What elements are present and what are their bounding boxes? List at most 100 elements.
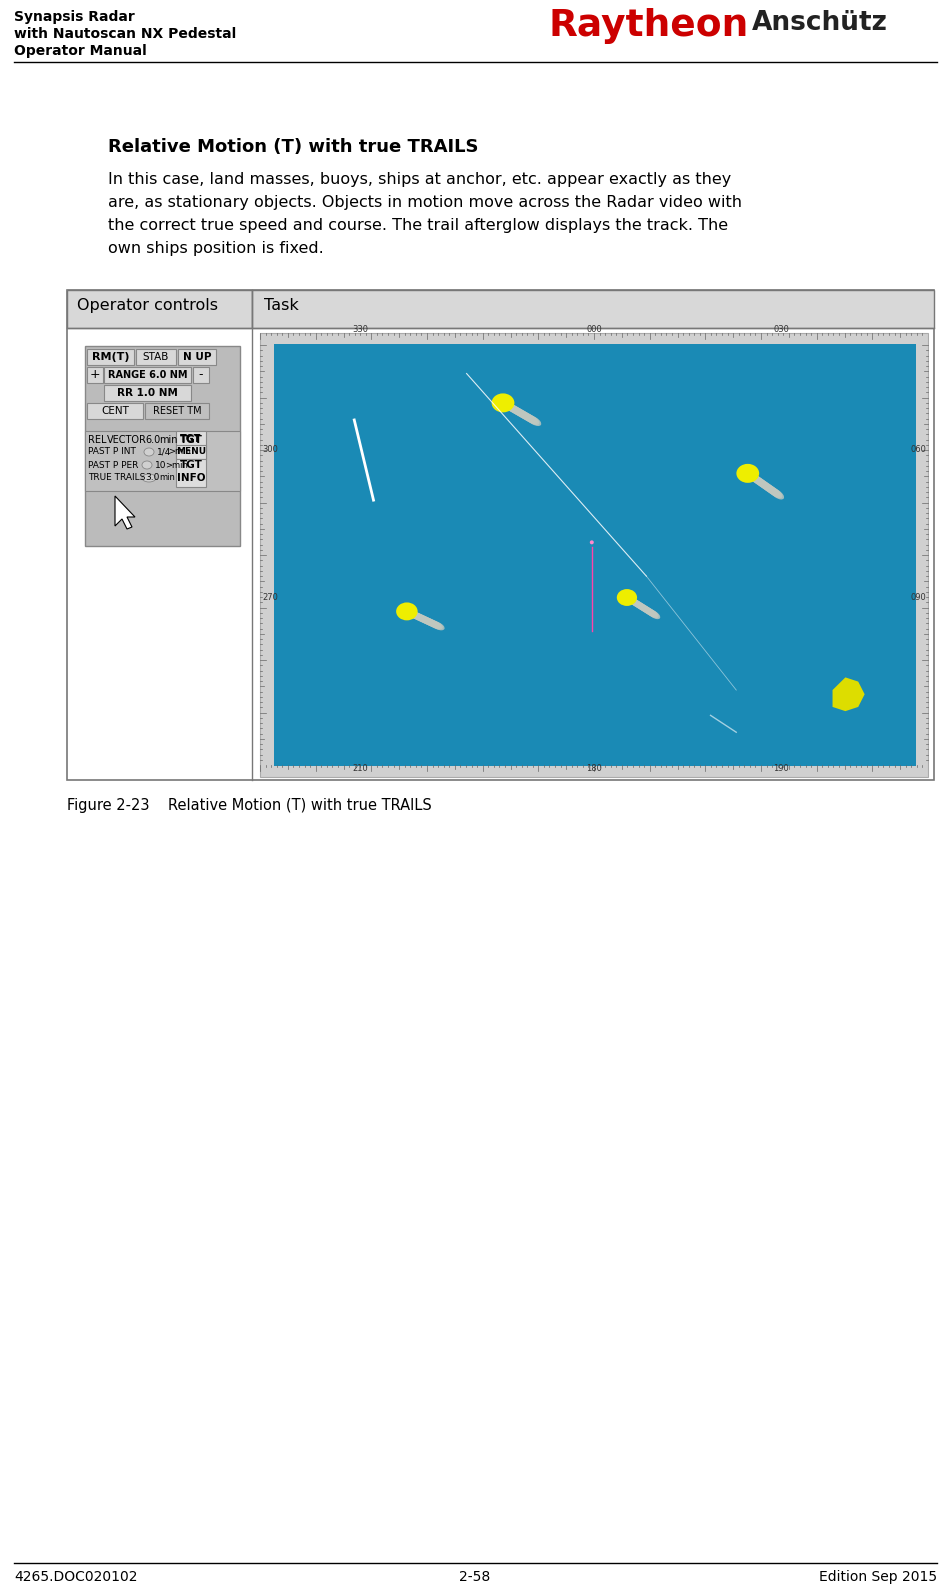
Ellipse shape: [519, 410, 533, 422]
Ellipse shape: [498, 399, 512, 409]
Text: Anschütz: Anschütz: [752, 10, 888, 37]
Ellipse shape: [743, 469, 756, 480]
Text: 300: 300: [262, 445, 278, 455]
Text: 060: 060: [910, 445, 926, 455]
Ellipse shape: [397, 603, 417, 620]
Polygon shape: [87, 368, 103, 383]
Text: Edition Sep 2015: Edition Sep 2015: [819, 1570, 937, 1585]
Text: PAST P INT: PAST P INT: [88, 447, 136, 457]
Ellipse shape: [766, 485, 779, 496]
Ellipse shape: [627, 597, 639, 606]
Text: -: -: [199, 369, 204, 382]
Polygon shape: [104, 385, 191, 401]
Text: +: +: [89, 369, 100, 382]
Text: Operator Manual: Operator Manual: [14, 45, 146, 57]
Polygon shape: [67, 290, 252, 328]
Text: >min: >min: [165, 460, 188, 469]
Text: PAST P PER: PAST P PER: [88, 460, 139, 469]
Ellipse shape: [636, 603, 649, 611]
Text: VECTOR: VECTOR: [107, 434, 146, 445]
Text: 3.0: 3.0: [145, 474, 160, 482]
Ellipse shape: [736, 465, 759, 482]
Ellipse shape: [407, 611, 420, 619]
Ellipse shape: [496, 398, 510, 407]
Text: 330: 330: [352, 325, 368, 334]
Ellipse shape: [409, 611, 422, 620]
Text: Figure 2-23    Relative Motion (T) with true TRAILS: Figure 2-23 Relative Motion (T) with tru…: [67, 799, 432, 813]
Polygon shape: [193, 368, 209, 383]
Polygon shape: [145, 403, 209, 418]
Ellipse shape: [419, 616, 433, 625]
Text: Operator controls: Operator controls: [77, 298, 218, 313]
Ellipse shape: [763, 484, 776, 493]
Ellipse shape: [422, 617, 437, 627]
Polygon shape: [176, 445, 206, 458]
Polygon shape: [87, 348, 134, 364]
Text: 000: 000: [586, 325, 602, 334]
Text: the correct true speed and course. The trail afterglow displays the track. The: the correct true speed and course. The t…: [108, 218, 728, 232]
Ellipse shape: [638, 603, 650, 613]
Ellipse shape: [631, 600, 644, 609]
Ellipse shape: [500, 399, 514, 410]
Ellipse shape: [402, 608, 416, 617]
Text: min: min: [159, 474, 175, 482]
Ellipse shape: [626, 597, 638, 605]
Ellipse shape: [511, 406, 524, 415]
Text: 2-58: 2-58: [459, 1570, 491, 1585]
Ellipse shape: [647, 609, 659, 619]
Text: Relative Motion (T) with true TRAILS: Relative Motion (T) with true TRAILS: [108, 138, 478, 156]
Ellipse shape: [520, 412, 534, 422]
Ellipse shape: [430, 620, 443, 630]
Ellipse shape: [428, 620, 441, 628]
Polygon shape: [274, 344, 916, 765]
Text: N UP: N UP: [183, 352, 211, 363]
Ellipse shape: [756, 479, 769, 488]
Ellipse shape: [760, 480, 772, 492]
Ellipse shape: [142, 474, 156, 482]
Polygon shape: [260, 333, 928, 776]
Ellipse shape: [769, 488, 783, 498]
Ellipse shape: [405, 609, 419, 619]
Ellipse shape: [753, 476, 767, 487]
Ellipse shape: [623, 593, 634, 603]
Ellipse shape: [417, 616, 431, 624]
Ellipse shape: [631, 598, 642, 608]
Text: Task: Task: [264, 298, 299, 313]
Text: 4265.DOC020102: 4265.DOC020102: [14, 1570, 138, 1585]
Ellipse shape: [758, 479, 771, 490]
Text: INFO: INFO: [177, 473, 205, 484]
Ellipse shape: [501, 401, 515, 410]
Ellipse shape: [414, 614, 428, 622]
Ellipse shape: [645, 608, 657, 617]
Ellipse shape: [644, 608, 656, 616]
Text: with Nautoscan NX Pedestal: with Nautoscan NX Pedestal: [14, 27, 236, 41]
Polygon shape: [176, 431, 206, 458]
Ellipse shape: [751, 476, 765, 485]
Ellipse shape: [624, 595, 636, 605]
Polygon shape: [252, 290, 934, 328]
Ellipse shape: [424, 619, 437, 627]
Text: TGT: TGT: [181, 434, 202, 455]
Ellipse shape: [620, 592, 631, 601]
Text: 090: 090: [910, 592, 926, 601]
Ellipse shape: [765, 484, 778, 495]
Text: RR 1.0 NM: RR 1.0 NM: [117, 388, 178, 398]
Ellipse shape: [740, 468, 753, 477]
Polygon shape: [104, 368, 191, 383]
Polygon shape: [176, 458, 206, 487]
Text: min: min: [159, 434, 178, 445]
Ellipse shape: [639, 605, 651, 614]
Text: Synapsis Radar: Synapsis Radar: [14, 10, 135, 24]
Text: 190: 190: [773, 764, 789, 773]
Text: 180: 180: [586, 764, 602, 773]
Ellipse shape: [745, 471, 758, 480]
Ellipse shape: [767, 487, 781, 498]
Text: own ships position is fixed.: own ships position is fixed.: [108, 240, 323, 256]
Ellipse shape: [761, 482, 774, 493]
Text: TGT: TGT: [180, 434, 203, 445]
Text: Raytheon: Raytheon: [548, 8, 748, 45]
Ellipse shape: [642, 606, 654, 616]
Ellipse shape: [524, 414, 537, 425]
Ellipse shape: [431, 622, 444, 630]
Ellipse shape: [400, 608, 414, 616]
